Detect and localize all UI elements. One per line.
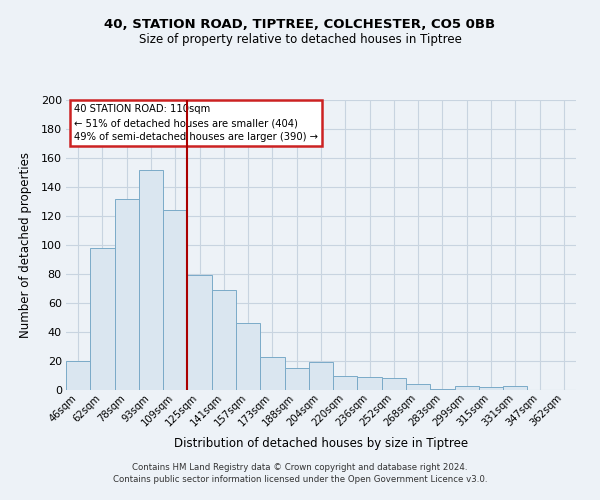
Bar xyxy=(503,386,527,390)
Bar xyxy=(187,276,212,390)
Bar xyxy=(139,170,163,390)
Text: Size of property relative to detached houses in Tiptree: Size of property relative to detached ho… xyxy=(139,32,461,46)
X-axis label: Distribution of detached houses by size in Tiptree: Distribution of detached houses by size … xyxy=(174,436,468,450)
Y-axis label: Number of detached properties: Number of detached properties xyxy=(19,152,32,338)
Bar xyxy=(406,384,430,390)
Bar xyxy=(455,386,479,390)
Bar xyxy=(236,324,260,390)
Bar xyxy=(309,362,333,390)
Bar xyxy=(382,378,406,390)
Text: Contains HM Land Registry data © Crown copyright and database right 2024.: Contains HM Land Registry data © Crown c… xyxy=(132,464,468,472)
Bar xyxy=(90,248,115,390)
Text: 40 STATION ROAD: 110sqm
← 51% of detached houses are smaller (404)
49% of semi-d: 40 STATION ROAD: 110sqm ← 51% of detache… xyxy=(74,104,317,142)
Bar xyxy=(479,387,503,390)
Bar xyxy=(333,376,358,390)
Text: 40, STATION ROAD, TIPTREE, COLCHESTER, CO5 0BB: 40, STATION ROAD, TIPTREE, COLCHESTER, C… xyxy=(104,18,496,30)
Bar xyxy=(284,368,309,390)
Bar xyxy=(66,361,90,390)
Bar xyxy=(430,388,455,390)
Text: Contains public sector information licensed under the Open Government Licence v3: Contains public sector information licen… xyxy=(113,475,487,484)
Bar xyxy=(115,198,139,390)
Bar xyxy=(212,290,236,390)
Bar xyxy=(358,377,382,390)
Bar xyxy=(260,356,284,390)
Bar xyxy=(163,210,187,390)
